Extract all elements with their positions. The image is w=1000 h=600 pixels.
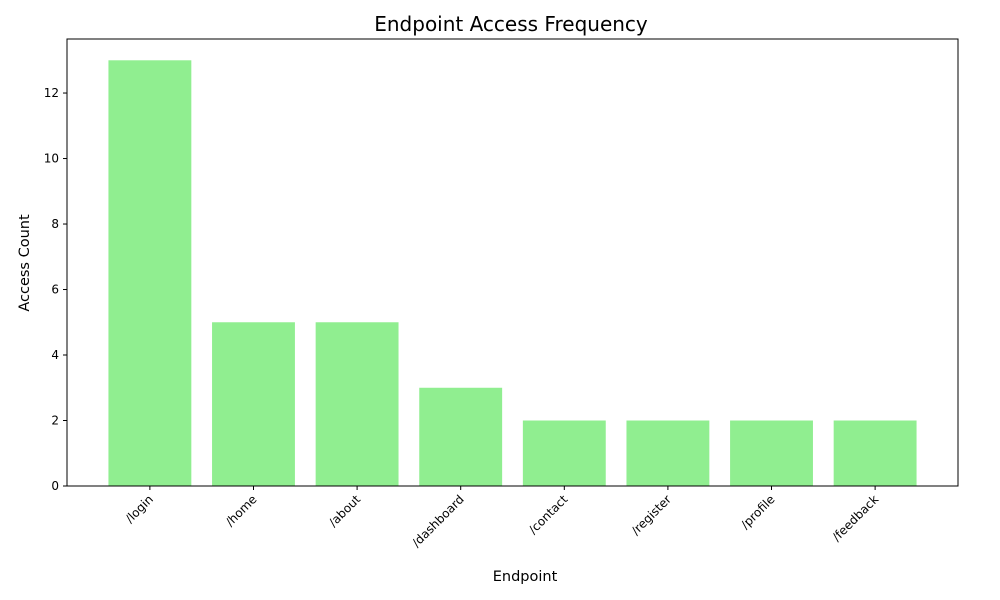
bar-profile	[730, 420, 813, 486]
y-tick-label: 8	[51, 217, 59, 231]
chart-title: Endpoint Access Frequency	[374, 12, 648, 36]
bar-feedback	[833, 420, 917, 486]
plot-frame	[66, 38, 959, 487]
x-axis-label: Endpoint	[493, 569, 558, 585]
y-tick-label: 10	[44, 152, 59, 166]
y-tick-label: 0	[51, 479, 59, 493]
bar-dashboard	[419, 387, 503, 486]
y-axis-ticks: 0 2 4 6 8 10 12	[44, 86, 67, 493]
y-axis-label: Access Count	[17, 214, 33, 312]
bars-group	[108, 60, 917, 487]
bar-home	[212, 322, 295, 486]
bar-about	[315, 322, 399, 486]
y-tick-label: 4	[51, 348, 59, 362]
bar-contact	[522, 420, 606, 486]
bar-register	[626, 420, 710, 486]
bar-login	[108, 60, 192, 487]
y-tick-label: 6	[51, 283, 59, 297]
y-tick-label: 2	[51, 414, 59, 428]
y-tick-label: 12	[44, 86, 59, 100]
